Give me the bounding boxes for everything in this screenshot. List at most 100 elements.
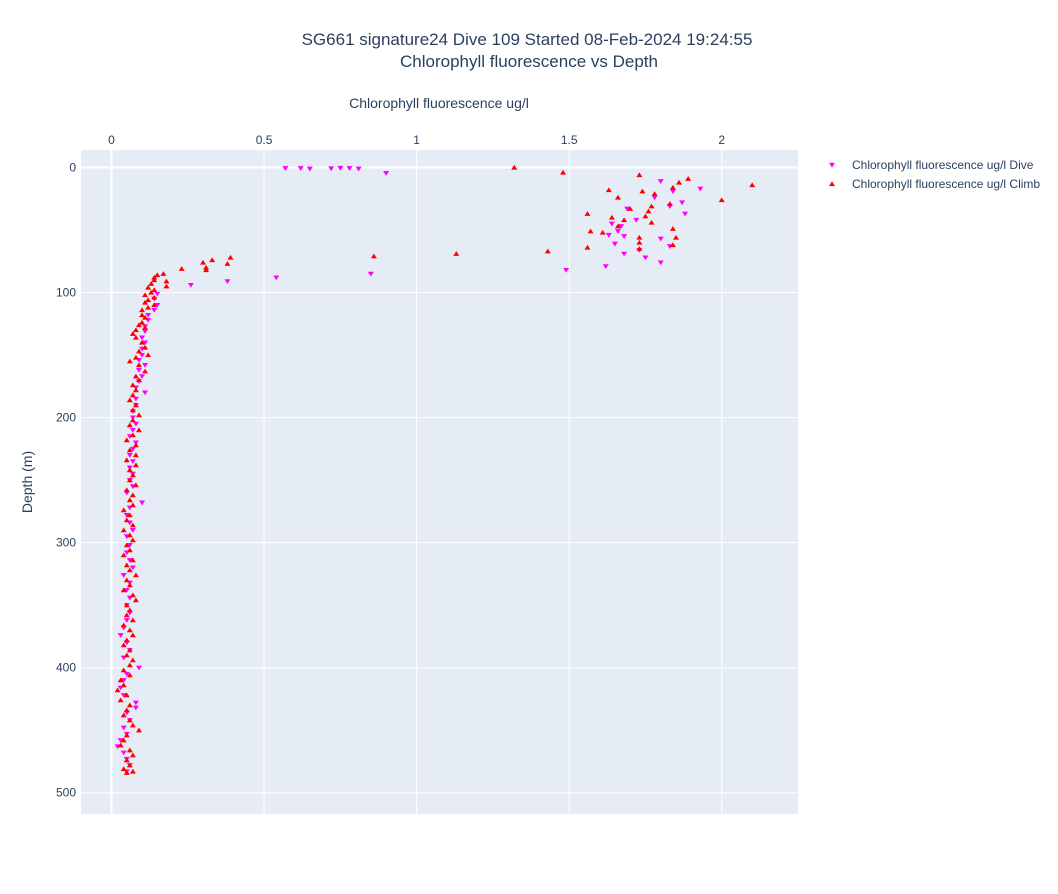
data-point <box>123 517 130 523</box>
data-point <box>126 447 133 453</box>
data-point <box>544 248 551 254</box>
data-point <box>129 528 136 533</box>
legend-marker <box>829 181 835 187</box>
data-point <box>355 166 362 172</box>
data-point <box>132 597 139 603</box>
data-point <box>132 462 139 468</box>
data-point <box>126 397 133 403</box>
data-point <box>132 442 139 448</box>
data-point <box>135 727 142 733</box>
data-point <box>129 472 136 478</box>
data-point <box>657 236 664 242</box>
data-point <box>126 467 133 473</box>
data-point <box>123 513 130 518</box>
data-point <box>120 622 127 628</box>
x-axis-title: Chlorophyll fluorescence ug/l <box>349 95 529 111</box>
data-point <box>132 334 139 340</box>
data-point <box>129 557 136 563</box>
data-point <box>614 229 621 234</box>
data-point <box>142 344 149 350</box>
data-point <box>584 244 591 250</box>
legend-item-climb[interactable]: Chlorophyll fluorescence ug/l Climb <box>829 177 1040 191</box>
series-climb <box>114 164 756 775</box>
data-point <box>608 221 615 227</box>
data-point <box>142 362 149 368</box>
data-point <box>224 261 231 266</box>
data-point <box>132 354 139 360</box>
data-point <box>142 299 149 305</box>
data-point <box>129 565 136 571</box>
data-point <box>160 271 167 276</box>
data-point <box>126 607 133 613</box>
data-point <box>151 277 158 283</box>
data-point <box>383 171 390 176</box>
data-point <box>120 642 127 648</box>
legend-item-dive[interactable]: Chlorophyll fluorescence ug/l Dive <box>829 158 1034 172</box>
data-point <box>328 166 335 172</box>
data-point <box>142 314 149 320</box>
data-point <box>151 294 158 300</box>
legend[interactable]: Chlorophyll fluorescence ug/l Dive Chloro… <box>829 158 1040 191</box>
data-point <box>697 186 704 192</box>
data-point <box>132 373 139 379</box>
data-point <box>648 203 655 209</box>
data-point <box>120 527 127 533</box>
data-point <box>145 312 152 318</box>
data-point <box>337 165 344 171</box>
data-point <box>148 289 155 295</box>
data-point <box>627 206 634 211</box>
data-point <box>148 281 155 286</box>
data-point <box>139 339 146 345</box>
y-tick-label: 100 <box>56 286 76 300</box>
data-point <box>123 612 130 618</box>
y-tick-label: 300 <box>56 536 76 550</box>
data-point <box>126 422 133 428</box>
grid-lines <box>81 150 798 814</box>
data-point <box>132 327 139 333</box>
data-point <box>618 224 625 229</box>
data-point <box>749 182 756 188</box>
data-point <box>672 234 679 240</box>
data-point <box>139 500 146 506</box>
data-point <box>123 618 130 623</box>
data-point <box>129 331 136 336</box>
data-point <box>123 487 130 493</box>
data-point <box>602 264 609 269</box>
data-point <box>657 260 664 266</box>
data-point <box>151 274 158 280</box>
data-point <box>685 176 692 181</box>
data-point <box>126 662 133 668</box>
data-point <box>120 507 127 513</box>
x-axis-ticks: 0 0.5 1 1.5 2 <box>108 133 725 147</box>
data-point <box>209 257 216 263</box>
data-point <box>123 732 130 738</box>
data-point <box>142 368 149 374</box>
legend-label: Chlorophyll fluorescence ug/l Dive <box>852 158 1034 172</box>
data-point <box>129 407 136 413</box>
data-point <box>120 693 127 698</box>
data-point <box>151 302 158 308</box>
data-point <box>135 362 142 368</box>
data-point <box>560 169 567 175</box>
data-point <box>642 255 649 261</box>
data-point <box>132 452 139 458</box>
data-point <box>614 194 621 200</box>
data-point <box>120 682 127 688</box>
data-point <box>135 427 142 433</box>
data-point <box>511 164 518 170</box>
data-point <box>224 279 231 284</box>
data-point <box>346 166 353 171</box>
data-point <box>117 742 124 748</box>
data-point <box>151 287 158 293</box>
data-point <box>142 340 149 346</box>
data-point <box>621 251 628 257</box>
data-point <box>145 284 152 290</box>
data-point <box>129 657 136 663</box>
data-point <box>120 573 127 578</box>
data-point <box>126 358 133 364</box>
data-point <box>120 552 127 558</box>
data-point <box>648 219 655 225</box>
data-point <box>126 547 133 553</box>
data-point <box>367 271 374 277</box>
data-point <box>139 307 146 313</box>
